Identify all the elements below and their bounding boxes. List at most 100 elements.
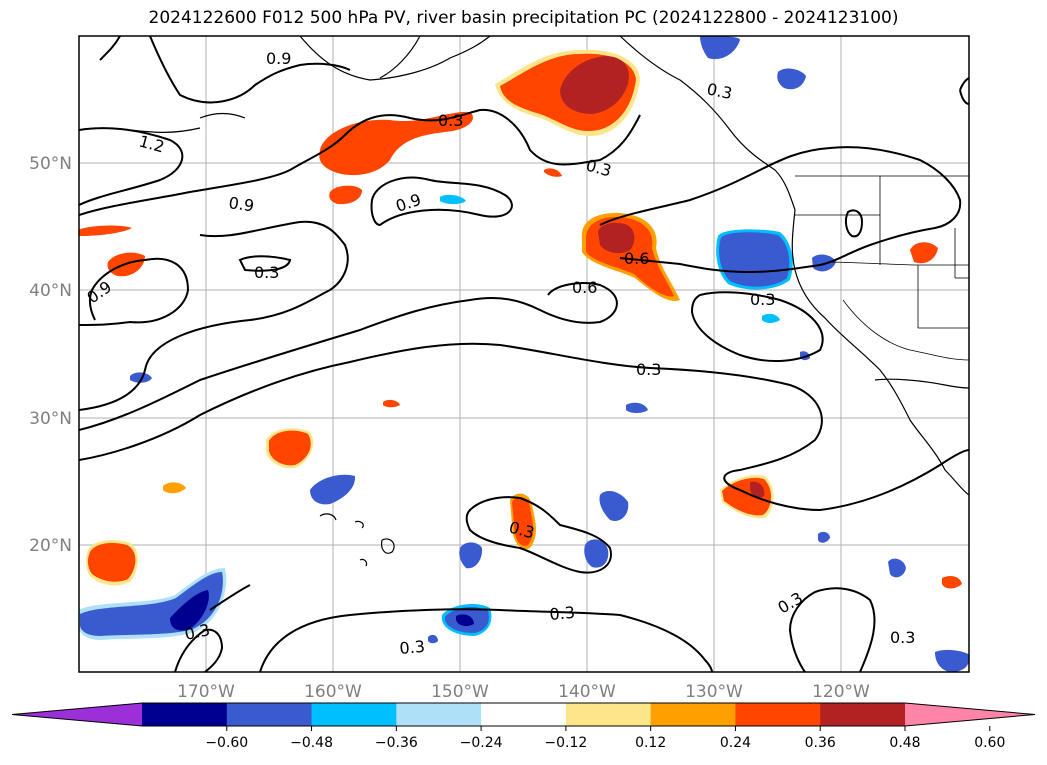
map-panel: 0.9 0.3 1.2 0.3 0.3 0.9 0.9 0.3 0.6 0.6 … (79, 36, 969, 672)
pv-contour (99, 36, 351, 104)
colorbar-segment (311, 703, 397, 726)
colorbar-outline (11, 702, 1036, 727)
lon-label: 120°W (812, 682, 870, 702)
pv-contour (79, 108, 641, 216)
gridlines (79, 36, 969, 672)
precip-region (383, 399, 400, 408)
precip-region (812, 254, 836, 272)
contour-label: 0.3 (399, 637, 426, 658)
pv-contours (79, 36, 969, 672)
precip-region (170, 590, 209, 631)
precip-region (269, 430, 311, 466)
colorbar: −0.60 −0.48 −0.36 −0.24 −0.12 0.12 0.24 0.36 0.4… (11, 702, 1036, 751)
contour-label: 0.9 (227, 193, 255, 215)
precip-region (888, 558, 906, 578)
pv-contour (79, 257, 190, 326)
precip-region (512, 497, 534, 546)
precip-region (163, 482, 186, 494)
precip-region (310, 474, 356, 505)
longitude-labels: 170°W 160°W 150°W 140°W 130°W 120°W (177, 682, 870, 702)
precip-region (700, 36, 740, 60)
precip-region (428, 634, 438, 644)
colorbar-segment (820, 703, 906, 726)
contour-label: 0.3 (636, 360, 661, 379)
pv-contour (788, 587, 876, 672)
pv-contour (844, 209, 864, 238)
lon-label: 130°W (685, 682, 743, 702)
colorbar-tick-label: 0.24 (720, 735, 751, 751)
map-frame (78, 35, 970, 673)
precip-region (456, 614, 474, 627)
pv-contour (465, 496, 612, 574)
pv-contour (238, 255, 292, 272)
precip-region (910, 242, 938, 264)
colorbar-segment (142, 703, 228, 726)
negative-anomaly-regions (79, 36, 969, 672)
lat-label: 40°N (29, 281, 72, 301)
lat-label: 30°N (29, 409, 72, 429)
precip-region (440, 194, 466, 204)
contour-label: 0.3 (183, 620, 212, 644)
pv-contour (209, 584, 251, 611)
colorbar-segment (565, 703, 652, 726)
contour-label: 0.6 (624, 249, 649, 268)
pv-contour (690, 291, 824, 363)
precip-region (818, 531, 830, 543)
pv-contour (370, 176, 513, 227)
lon-label: 170°W (177, 682, 235, 702)
contour-label: 0.3 (549, 603, 576, 624)
contour-label: 0.3 (705, 79, 734, 103)
precip-region (130, 372, 152, 383)
colorbar-segment (650, 703, 736, 726)
political-borders (795, 175, 969, 361)
precip-region (560, 56, 629, 114)
colorbar-tick-label: −0.60 (205, 735, 248, 751)
latitude-labels: 50°N 40°N 30°N 20°N (29, 154, 72, 556)
contour-label: 0.6 (572, 278, 597, 297)
precip-region (544, 168, 562, 177)
colorbar-tick-label: −0.48 (290, 735, 333, 751)
contour-label: 0.3 (438, 111, 463, 130)
contour-label: 0.3 (254, 263, 279, 282)
colorbar-tick-label: 0.12 (635, 735, 666, 751)
pv-contour (259, 608, 713, 672)
precip-region (762, 313, 780, 323)
colorbar-segment (396, 703, 482, 726)
lon-label: 160°W (304, 682, 362, 702)
colorbar-tick-label: −0.24 (460, 735, 503, 751)
colorbar-segment (226, 703, 313, 726)
pv-contour (79, 342, 969, 512)
colorbar-extend-low (12, 703, 142, 726)
lat-label: 20°N (29, 536, 72, 556)
precip-region (777, 68, 806, 90)
pv-contour (174, 628, 224, 672)
colorbar-extend-high (905, 703, 1035, 726)
map-title: 2024122600 F012 500 hPa PV, river basin … (148, 8, 899, 28)
precip-region (599, 490, 629, 521)
precip-region (459, 542, 483, 569)
colorbar-segment (481, 703, 567, 726)
contour-label: 0.3 (750, 290, 775, 309)
precip-region (719, 232, 790, 287)
precip-region (329, 185, 362, 205)
precip-region (319, 111, 473, 176)
precip-region (79, 225, 132, 236)
precip-region (584, 539, 609, 568)
pv-contour (79, 282, 618, 431)
pv-contour (79, 220, 349, 411)
precip-region (598, 222, 635, 254)
precip-region (750, 481, 765, 498)
precip-region (626, 402, 648, 413)
colorbar-tick-label: −0.36 (375, 735, 418, 751)
lon-label: 140°W (558, 682, 616, 702)
contour-label: 0.3 (890, 628, 915, 647)
pv-contour (599, 146, 962, 274)
precip-region (87, 543, 136, 582)
colorbar-tick-label: 0.36 (805, 735, 836, 751)
colorbar-segment (735, 703, 821, 726)
precip-region (935, 649, 969, 672)
contour-label: 0.9 (266, 49, 291, 68)
pv-contour (79, 127, 184, 206)
lat-label: 50°N (29, 154, 72, 174)
